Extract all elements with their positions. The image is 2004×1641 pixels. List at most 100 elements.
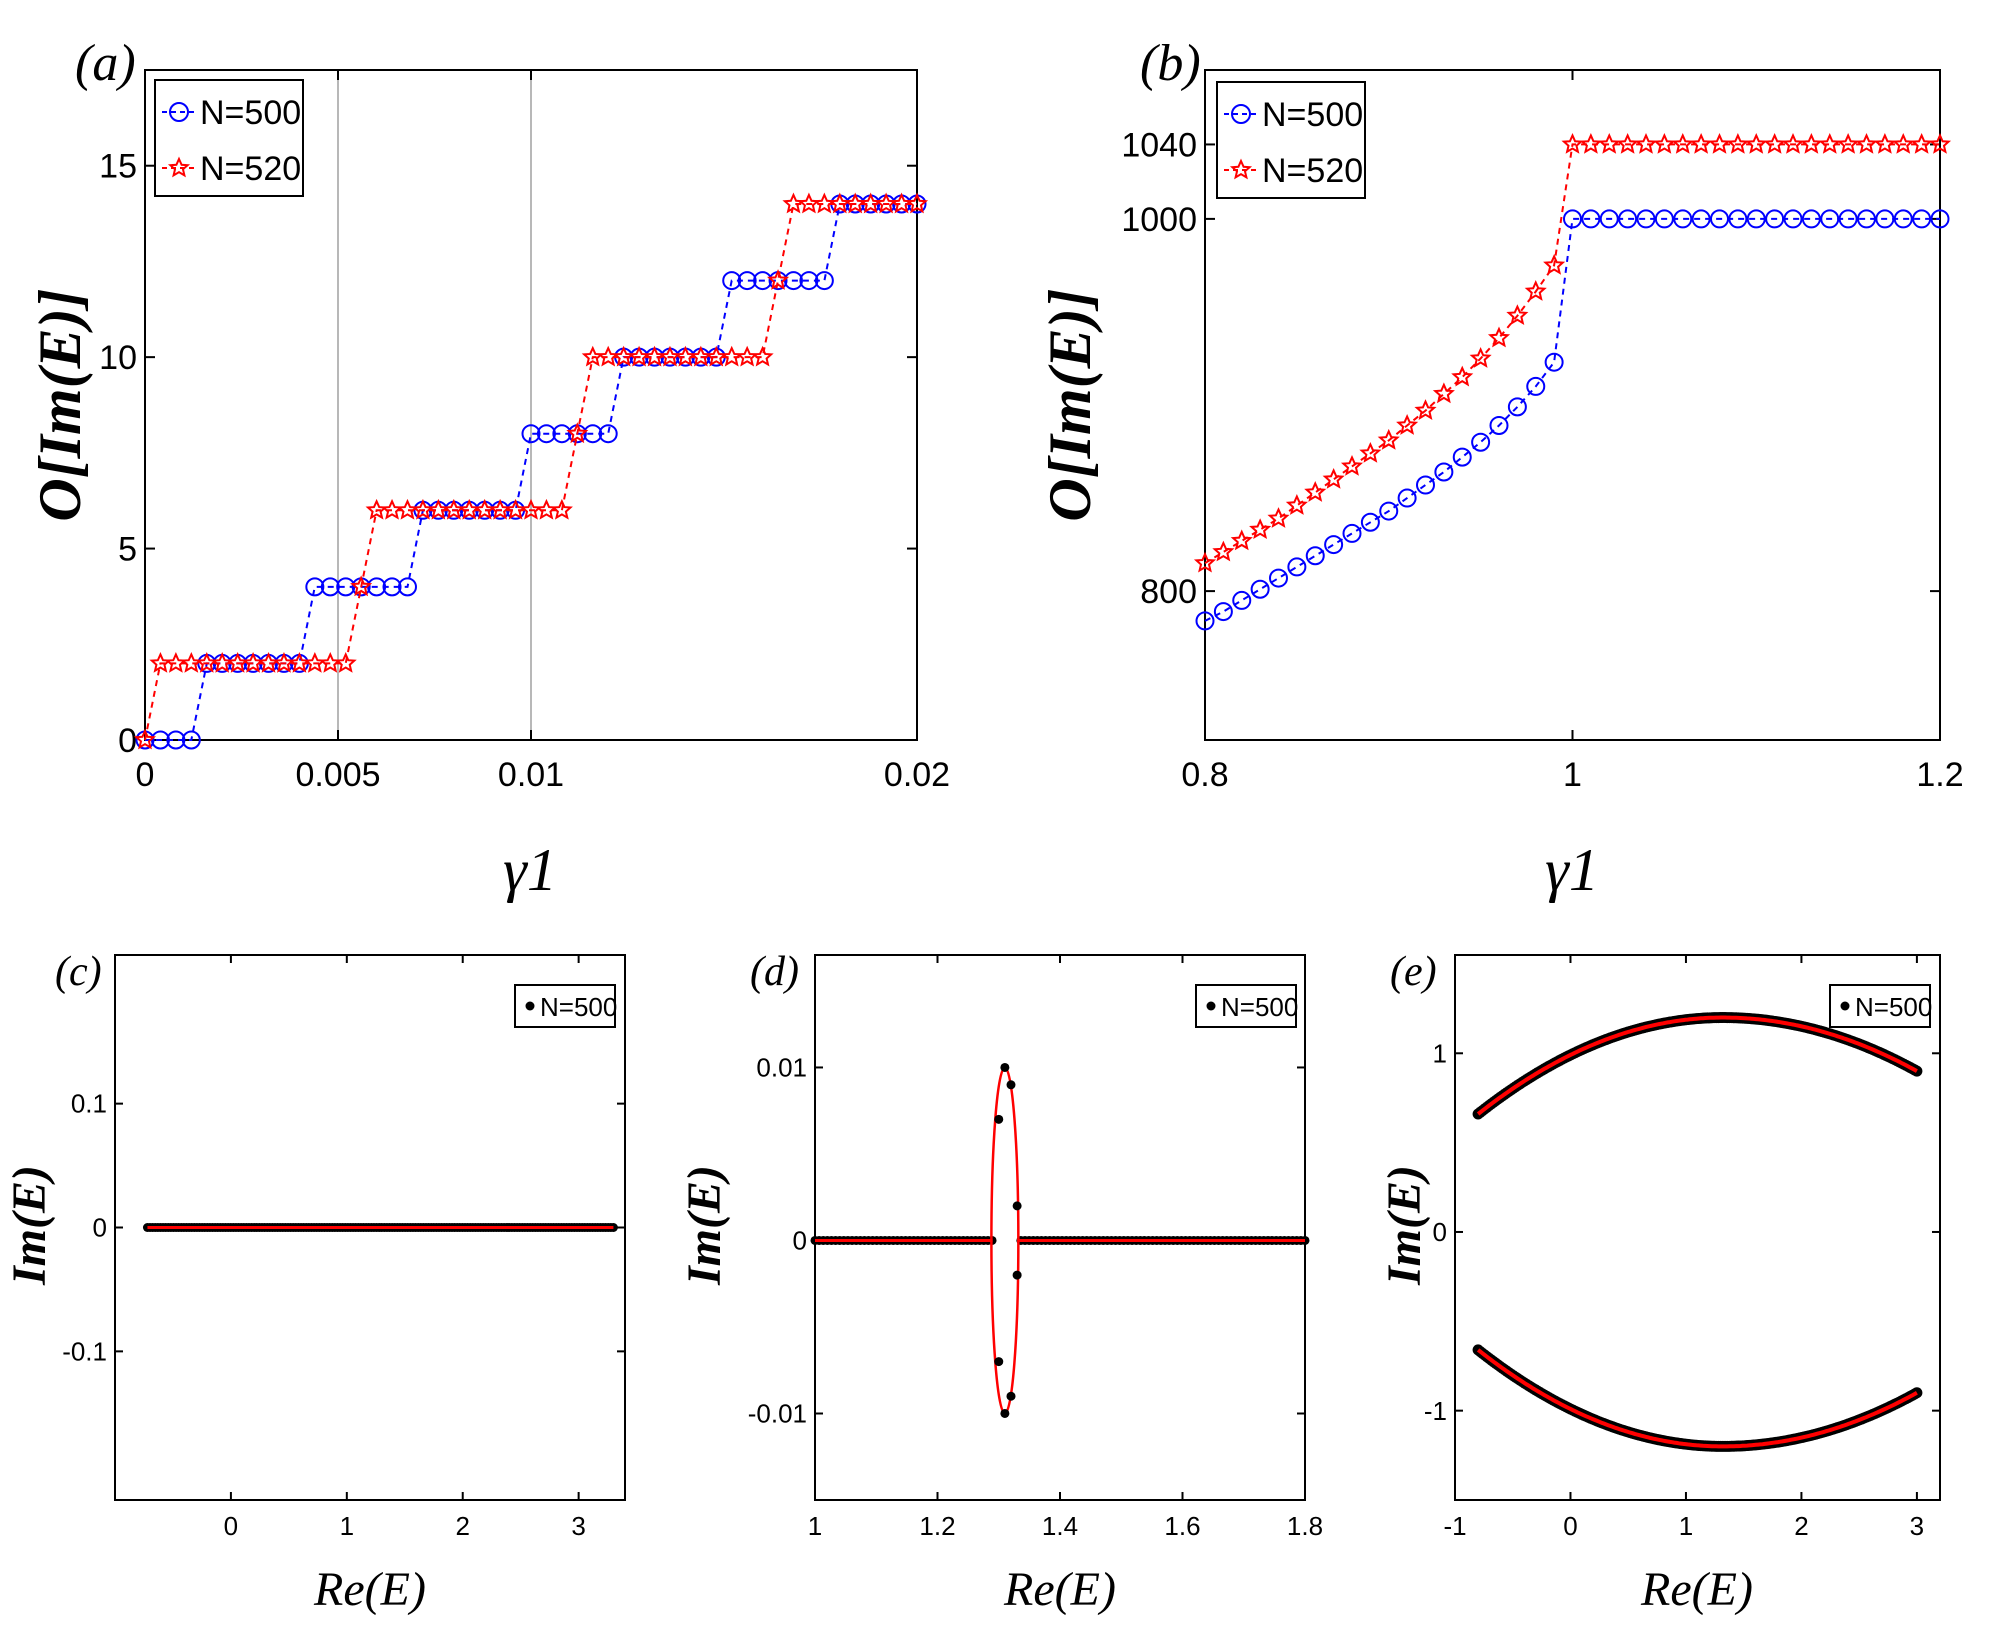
panel-b-point-circle: [1360, 512, 1380, 532]
panel-d-eigen-point: [1012, 1201, 1022, 1211]
panel-d-xtick-label: 1.6: [1164, 1511, 1200, 1541]
panel-a-xtick-label: 0.005: [295, 756, 380, 794]
panel-d-eigen-point: [1006, 1080, 1016, 1090]
panel-b-point-circle: [1452, 447, 1472, 467]
panel-b-ytick-label: 800: [1140, 573, 1197, 611]
panel-e-ytick-label: -1: [1424, 1396, 1447, 1426]
panel-b-point-star: [1820, 134, 1840, 153]
panel-d-eigen-point: [1000, 1062, 1010, 1072]
panel-c-ytick-label: 0: [93, 1213, 107, 1243]
panel-c: 0 1 2 3 -0.1 0 0.1 (c) Re(E) Im(E) N=500: [3, 949, 626, 1616]
panel-b-point-star: [1268, 508, 1289, 527]
panel-a: 0 0.005 0.01 0.02 0 5 10 15 (a) γ1 O[Im(E)] N=5…: [27, 35, 950, 903]
panel-e-label: (e): [1390, 949, 1437, 995]
panel-b-point-star: [1746, 134, 1766, 153]
panel-e-xtick-label: 1: [1679, 1511, 1693, 1541]
panel-b-point-star: [1765, 134, 1785, 153]
panel-b-point-star: [1213, 542, 1233, 561]
panel-b-ylabel: O[Im(E)]: [1037, 288, 1103, 521]
panel-b-point-circle: [1324, 535, 1344, 555]
panel-b-point-star: [1599, 134, 1619, 153]
panel-d-xtick-label: 1.2: [919, 1511, 955, 1541]
panel-b-ytick-label: 1000: [1121, 201, 1197, 239]
panel-b-legend-entry-n520: N=520: [1262, 152, 1363, 190]
panel-a-point-circle: [737, 271, 757, 291]
panel-e-legend: N=500: [1829, 984, 1932, 1028]
panel-a-xtick-label: 0.01: [498, 756, 564, 794]
panel-e-ytick-label: 0: [1433, 1217, 1447, 1247]
legend-circle-marker-icon: [169, 102, 189, 122]
panel-b-point-star: [1912, 134, 1932, 153]
panel-a-ytick-label: 15: [99, 148, 137, 186]
panel-a-point-circle: [536, 424, 556, 444]
panel-b-point-circle: [1599, 209, 1619, 229]
panel-a-ytick-label: 0: [118, 722, 137, 760]
panel-a-point-star: [536, 500, 557, 519]
panel-b-point-circle: [1746, 209, 1766, 229]
legend-dot-marker-icon: [1206, 1001, 1216, 1011]
panel-b-point-circle: [1397, 488, 1417, 508]
panel-d-eigen-point: [1000, 1408, 1010, 1418]
panel-b-point-star: [1489, 328, 1509, 347]
panel-b-point-circle: [1893, 209, 1913, 229]
panel-a-point-star: [753, 347, 773, 366]
panel-b-point-circle: [1195, 611, 1215, 631]
panel-d-xtick-label: 1.4: [1042, 1511, 1078, 1541]
panel-a-point-circle: [166, 730, 186, 750]
panel-b-point-circle: [1654, 209, 1674, 229]
panel-a-legend-entry-n520: N=520: [200, 150, 301, 188]
panel-e: -1 0 1 2 3 -1 0 1 (e) Re(E) Im(E) N=500: [1378, 949, 1941, 1616]
panel-b-point-star: [1875, 134, 1895, 153]
panel-a-legend-box: [154, 79, 304, 197]
panel-a-point-circle: [799, 271, 819, 291]
panel-d-legend-entry-n500: N=500: [1221, 992, 1298, 1022]
panel-b-point-circle: [1728, 209, 1748, 229]
panel-b-point-circle: [1563, 209, 1582, 229]
panel-b-point-star: [1691, 134, 1711, 153]
legend-circle-marker-icon: [1231, 104, 1251, 124]
panel-d-xtick-label: 1.8: [1287, 1511, 1323, 1541]
panel-c-label: (c): [55, 949, 102, 995]
panel-e-ytick-label: 1: [1433, 1038, 1447, 1068]
panel-e-xtick-label: 0: [1563, 1511, 1577, 1541]
panel-d-eigen-point: [1012, 1270, 1022, 1280]
panel-a-xlabel: γ1: [503, 837, 557, 903]
panel-b-label: (b): [1140, 35, 1201, 92]
panel-b-point-circle: [1783, 209, 1803, 229]
panel-d-eigen-point: [994, 1114, 1004, 1124]
panel-e-axes-frame: [1454, 954, 1941, 1501]
panel-c-xlabel: Re(E): [313, 1563, 426, 1616]
panel-b-point-circle: [1930, 209, 1950, 229]
panel-b-point-star: [1709, 134, 1730, 153]
panel-a-point-star: [722, 347, 742, 366]
panel-b-point-star: [1654, 134, 1674, 153]
panel-b-point-circle: [1416, 475, 1435, 495]
panel-b-point-circle: [1857, 209, 1876, 229]
panel-b-point-circle: [1287, 557, 1307, 577]
panel-a-point-star: [382, 500, 402, 519]
panel-d-xlabel: Re(E): [1003, 1563, 1116, 1616]
panel-e-xtick-label: 2: [1794, 1511, 1808, 1541]
panel-b-point-circle: [1765, 209, 1785, 229]
panel-a-point-circle: [521, 424, 541, 444]
panel-b-point-circle: [1820, 209, 1840, 229]
panel-a-label: (a): [75, 35, 136, 92]
panel-b-point-circle: [1471, 432, 1491, 452]
panel-b-legend-box: [1216, 81, 1366, 199]
panel-d-ylabel: Im(E): [678, 1165, 731, 1286]
panel-c-legend-entry-n500: N=500: [540, 992, 617, 1022]
panel-e-ylabel: Im(E): [1378, 1165, 1431, 1286]
panel-b-point-circle: [1489, 415, 1509, 435]
panel-a-point-star: [397, 500, 418, 519]
panel-d-axes-frame: [814, 954, 1306, 1501]
panel-b-legend-entry-n500: N=500: [1262, 96, 1363, 134]
panel-b: 0.8 1 1.2 800 1000 1040 (b) γ1 O[Im(E)] N=500…: [1037, 35, 1964, 903]
panel-b-legend: N=500 N=520: [1216, 81, 1366, 199]
panel-a-ytick-label: 5: [118, 530, 137, 568]
panel-c-xtick-label: 0: [224, 1511, 238, 1541]
panel-a-point-star: [598, 347, 618, 366]
panel-b-point-circle: [1673, 209, 1693, 229]
panel-b-xtick-label: 1: [1563, 756, 1582, 794]
